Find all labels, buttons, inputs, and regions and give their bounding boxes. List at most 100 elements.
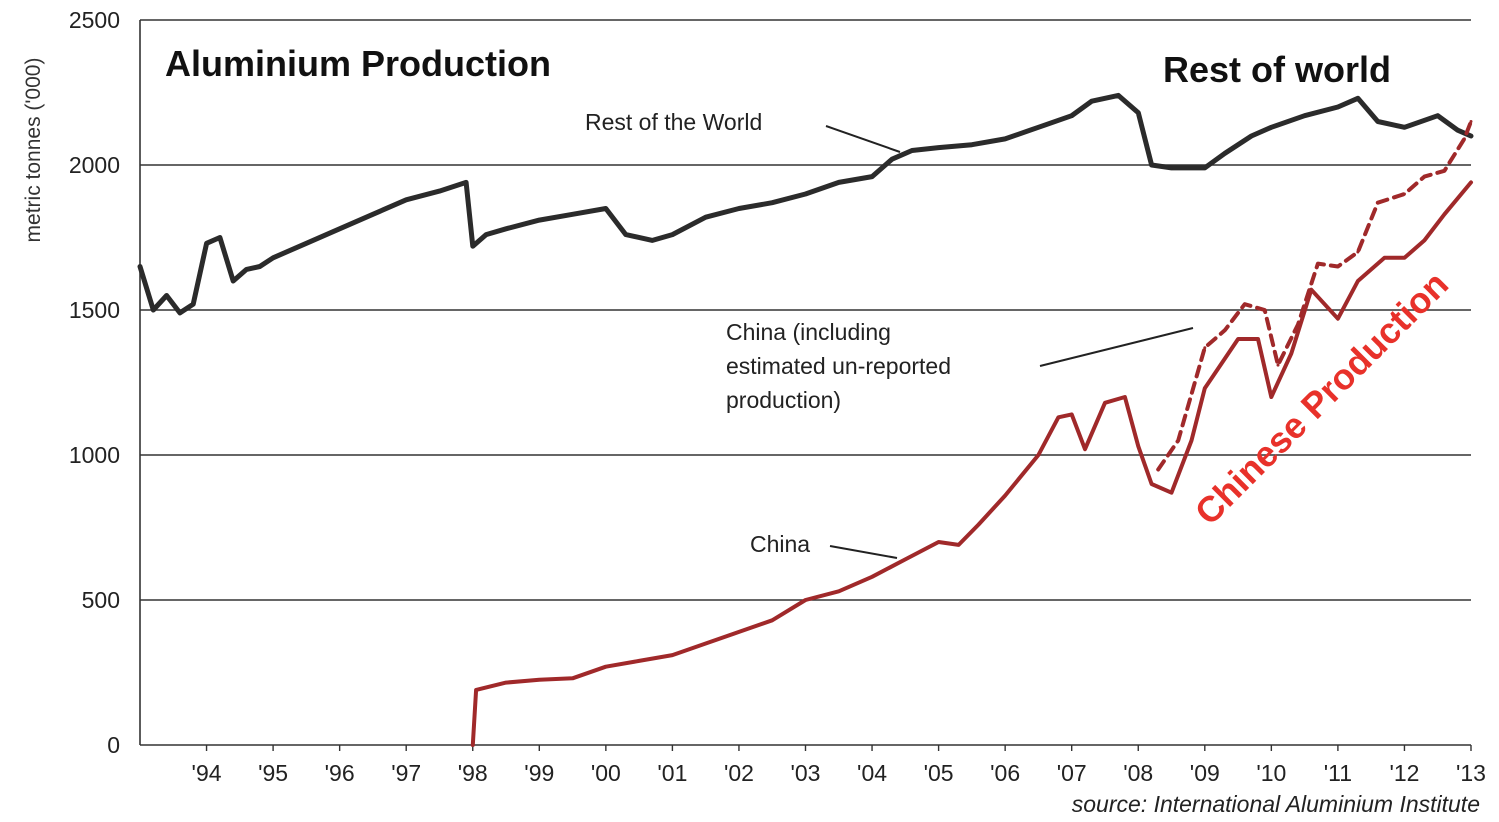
series-2-point-16: [957, 543, 961, 547]
series-0-point-47: [1269, 125, 1273, 129]
series-1-point-8: [1316, 262, 1320, 266]
series-0-point-16: [464, 180, 468, 184]
series-1-point-15: [1462, 137, 1466, 141]
x-tick-label-6: '00: [591, 760, 621, 786]
series-2-point-11: [804, 598, 807, 602]
x-tick-label-9: '03: [791, 760, 821, 786]
series-0-point-7: [231, 279, 235, 283]
x-tick-label-0: '94: [192, 760, 222, 786]
series-0-point-23: [624, 233, 628, 237]
y-tick-label-1: 500: [82, 587, 120, 613]
series-0-point-20: [537, 218, 541, 222]
series-2-point-31: [1256, 337, 1260, 341]
series-0-point-38: [1070, 114, 1074, 118]
series-2-point-27: [1170, 491, 1174, 495]
y-tick-label-2: 1000: [69, 442, 120, 468]
series-0-point-26: [704, 215, 708, 219]
series-0-point-36: [1003, 137, 1007, 141]
series-0-point-55: [1469, 134, 1473, 138]
series-2-point-20: [1056, 415, 1060, 419]
series-2-point-29: [1203, 386, 1207, 390]
series-2-point-1: [474, 688, 478, 692]
series-2-point-35: [1336, 317, 1340, 321]
series-0-point-8: [244, 267, 248, 271]
series-0-point-10: [271, 256, 275, 260]
series-0-point-35: [970, 143, 974, 147]
y-tick-label-3: 1500: [69, 297, 120, 323]
series-0-point-0: [138, 265, 142, 268]
series-0-point-41: [1136, 111, 1140, 115]
series-2-point-7: [670, 653, 674, 657]
series-0-point-5: [205, 241, 209, 245]
series-1-point-3: [1223, 328, 1227, 332]
series-2-point-8: [704, 642, 708, 645]
series-2-point-41: [1469, 180, 1473, 184]
series-1-point-1: [1176, 439, 1180, 442]
series-0-point-39: [1090, 99, 1094, 103]
x-tick-label-1: '95: [258, 760, 288, 786]
series-2-point-13: [870, 575, 874, 579]
x-tick-label-17: '11: [1324, 760, 1352, 786]
series-0-point-14: [404, 198, 408, 202]
series-1-point-11: [1376, 201, 1380, 205]
series-1-point-0: [1156, 468, 1160, 471]
series-line-2: [470, 180, 1473, 747]
series-2-point-33: [1289, 352, 1293, 355]
x-tick-label-3: '97: [391, 760, 421, 786]
series-2-point-25: [1136, 444, 1140, 448]
annotation-china-including-line3: production): [726, 387, 841, 413]
y-tick-label-0: 0: [107, 732, 120, 758]
series-0-point-40: [1116, 93, 1120, 97]
annotation-leader-china: [829, 545, 898, 559]
annotation-leader-rest-of-world: [825, 125, 901, 153]
series-2-point-36: [1356, 279, 1360, 283]
series-2-point-21: [1070, 412, 1074, 416]
series-0-point-45: [1223, 151, 1227, 155]
series-0-point-17: [471, 244, 475, 248]
chart-title: Aluminium Production: [165, 43, 551, 84]
series-2-point-17: [977, 523, 981, 527]
x-tick-label-14: '08: [1123, 760, 1153, 786]
x-tick-label-15: '09: [1190, 760, 1220, 786]
series-0-point-51: [1376, 120, 1380, 123]
series-2-point-6: [637, 659, 641, 663]
x-tick-label-13: '07: [1057, 760, 1087, 786]
series-1-point-4: [1243, 302, 1247, 306]
annotation-rest-of-the-world: Rest of the World: [585, 109, 762, 135]
series-2-point-3: [537, 678, 541, 682]
series-2-point-0: [471, 743, 475, 747]
series-1-point-14: [1442, 169, 1446, 173]
series-0-point-34: [937, 146, 941, 150]
series-0-point-6: [218, 236, 222, 239]
series-2-point-26: [1150, 482, 1154, 486]
x-tick-label-8: '02: [724, 760, 754, 786]
y-tick-label-5: 2500: [69, 7, 120, 33]
series-0-point-25: [670, 233, 674, 237]
series-2-point-9: [737, 630, 741, 634]
gridlines: [140, 19, 1471, 601]
series-1-point-9: [1336, 265, 1340, 268]
series-0-point-42: [1150, 163, 1154, 167]
series-0-point-9: [258, 265, 262, 268]
series-0-point-30: [837, 180, 841, 184]
series-1-point-2: [1203, 346, 1207, 350]
series-0-point-44: [1203, 166, 1207, 170]
x-tick-label-4: '98: [458, 760, 488, 786]
series-0-point-53: [1436, 114, 1440, 118]
annotation-china: China: [750, 531, 810, 557]
series-0-point-22: [604, 207, 608, 210]
series-0-point-28: [770, 201, 774, 205]
series-0-point-32: [890, 157, 894, 161]
series-0-point-11: [304, 241, 308, 245]
series-2-point-5: [604, 665, 608, 669]
series-2-point-24: [1123, 395, 1127, 399]
annotation-leader-china-including: [1039, 327, 1194, 367]
series-2-point-39: [1422, 238, 1426, 242]
series-0-point-27: [737, 207, 741, 210]
series-0-point-37: [1036, 125, 1040, 129]
series-0-point-21: [571, 212, 575, 216]
series-0-point-46: [1249, 134, 1253, 138]
series-0-point-18: [484, 233, 488, 237]
annotation-china-including-line1: China (including: [726, 319, 891, 345]
series-1-point-12: [1402, 192, 1406, 196]
